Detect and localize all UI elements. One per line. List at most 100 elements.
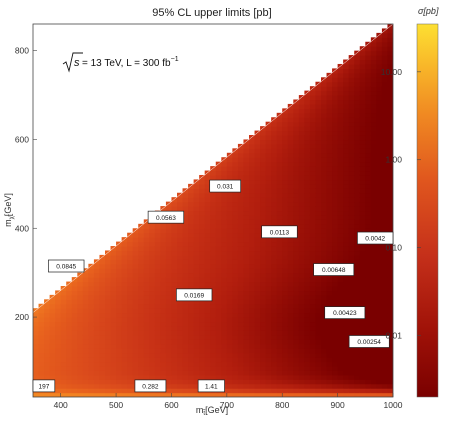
heatmap-cell — [116, 303, 123, 309]
heatmap-cell — [215, 281, 222, 287]
heatmap-cell — [315, 161, 322, 167]
heatmap-cell — [282, 370, 289, 376]
heatmap-cell — [143, 285, 150, 292]
svg-text:s: s — [74, 57, 80, 69]
heatmap-cell — [232, 392, 239, 397]
heatmap-cell — [143, 263, 150, 269]
heatmap-cell — [193, 246, 200, 252]
heatmap-cell — [326, 81, 333, 87]
contour-label-text: 0.0113 — [270, 229, 290, 236]
heatmap-cell — [204, 352, 211, 358]
heatmap-cell — [38, 317, 45, 323]
heatmap-cell — [343, 352, 350, 358]
heatmap-cell — [116, 321, 123, 327]
heatmap-cell — [265, 206, 272, 212]
heatmap-cell — [243, 152, 250, 158]
heatmap-cell — [365, 166, 372, 172]
heatmap-cell — [276, 183, 283, 189]
heatmap-cell — [215, 170, 222, 176]
heatmap-cell — [359, 281, 366, 287]
heatmap-cell — [66, 334, 73, 340]
heatmap-cell — [326, 179, 333, 185]
heatmap-cell — [55, 388, 62, 394]
heatmap-cell — [293, 206, 300, 212]
heatmap-cell — [188, 241, 195, 247]
heatmap-cell — [282, 317, 289, 323]
heatmap-cell — [199, 246, 206, 252]
heatmap-cell — [193, 379, 200, 385]
heatmap-cell — [293, 201, 300, 207]
heatmap-cell — [82, 374, 89, 380]
heatmap-cell — [354, 365, 361, 371]
heatmap-cell — [293, 268, 300, 274]
heatmap-cell — [221, 272, 228, 278]
heatmap-cell — [188, 272, 195, 278]
heatmap-cell — [326, 241, 333, 247]
heatmap-cell — [381, 219, 389, 225]
heatmap-cell — [321, 188, 328, 194]
heatmap-cell — [171, 365, 178, 371]
heatmap-cell — [265, 357, 272, 363]
heatmap-cell — [99, 285, 106, 292]
heatmap-cell — [354, 72, 361, 78]
heatmap-cell — [143, 281, 150, 287]
heatmap-cell — [287, 343, 294, 349]
heatmap-cell — [182, 281, 189, 287]
heatmap-cell — [365, 174, 372, 181]
heatmap-cell — [215, 161, 222, 167]
heatmap-cell — [343, 303, 350, 309]
heatmap-cell — [249, 334, 256, 340]
heatmap-cell — [116, 246, 123, 252]
heatmap-cell — [287, 130, 294, 136]
heatmap-cell — [226, 210, 233, 216]
heatmap-cell — [321, 130, 328, 136]
heatmap-cell — [265, 374, 272, 380]
heatmap-cell — [282, 339, 289, 345]
heatmap-cell — [249, 219, 256, 225]
heatmap-cell — [343, 334, 350, 340]
heatmap-cell — [381, 68, 389, 74]
heatmap-cell — [326, 370, 333, 376]
heatmap-cell — [44, 299, 51, 305]
heatmap-cell — [237, 312, 245, 318]
heatmap-cell — [93, 357, 101, 363]
heatmap-cell — [298, 228, 305, 234]
heatmap-cell — [221, 294, 228, 300]
heatmap-cell — [105, 263, 112, 269]
heatmap-cell — [226, 250, 233, 256]
heatmap-cell — [149, 277, 156, 283]
heatmap-cell — [105, 330, 112, 336]
heatmap-cell — [343, 325, 350, 331]
heatmap-cell — [370, 117, 377, 123]
heatmap-cell — [381, 357, 389, 363]
heatmap-cell — [105, 374, 112, 380]
heatmap-cell — [160, 268, 167, 274]
heatmap-cell — [254, 299, 261, 305]
heatmap-cell — [127, 343, 134, 349]
heatmap-cell — [365, 219, 372, 225]
heatmap-cell — [381, 86, 389, 92]
heatmap-cell — [237, 223, 245, 229]
heatmap-cell — [249, 325, 256, 331]
heatmap-cell — [348, 161, 355, 167]
heatmap-cell — [221, 325, 228, 331]
heatmap-cell — [337, 219, 344, 225]
heatmap-cell — [188, 357, 195, 363]
heatmap-cell — [260, 357, 267, 363]
heatmap-cell — [138, 263, 145, 269]
heatmap-cell — [321, 237, 328, 243]
contour-label: 0.0169 — [176, 288, 213, 302]
heatmap-cell — [387, 250, 393, 256]
heatmap-cell — [309, 210, 317, 216]
heatmap-cell — [243, 272, 250, 278]
heatmap-cell — [298, 223, 305, 229]
heatmap-cell — [298, 250, 305, 256]
heatmap-cell — [359, 357, 366, 363]
heatmap-cell — [226, 174, 233, 181]
heatmap-cell — [55, 392, 62, 397]
heatmap-cell — [321, 330, 328, 336]
heatmap-cell — [121, 357, 128, 363]
heatmap-cell — [376, 130, 383, 136]
heatmap-cell — [138, 228, 145, 234]
heatmap-cell — [265, 281, 272, 287]
